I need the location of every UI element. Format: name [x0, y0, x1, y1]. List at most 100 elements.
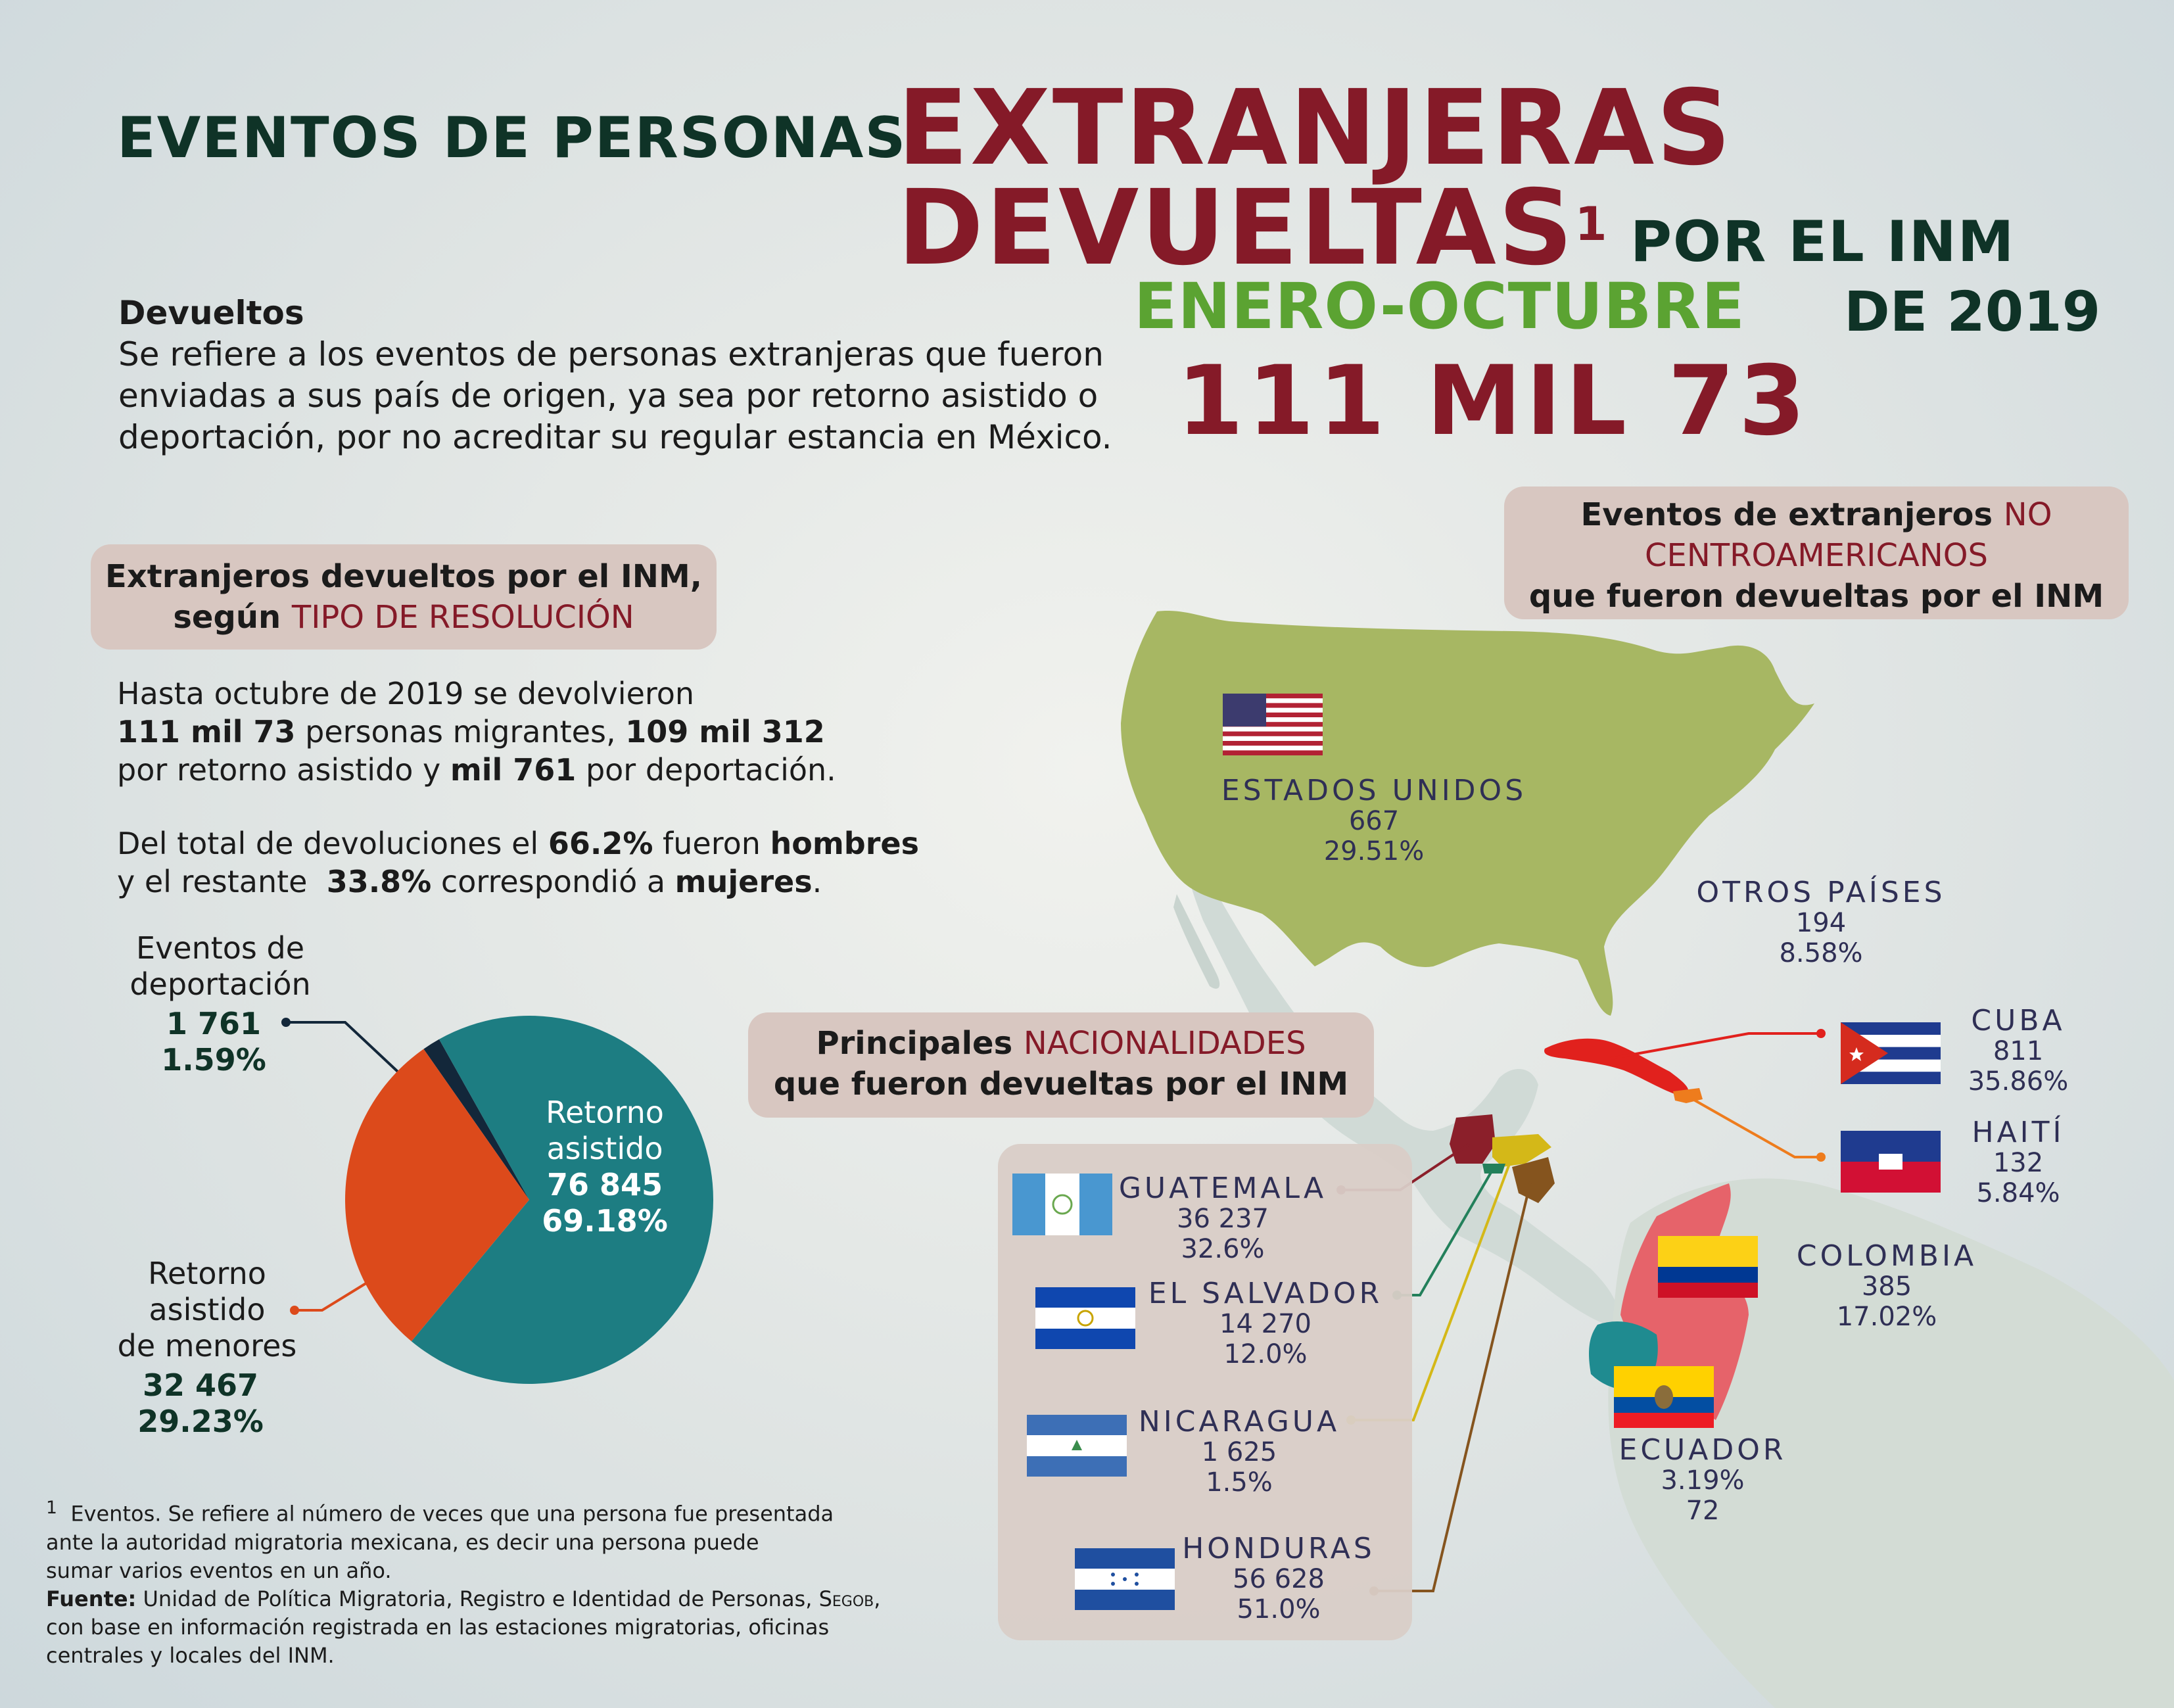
nicaragua-value: 1 625 — [1201, 1437, 1277, 1467]
pill2-line1: Eventos de extranjeros NO — [1504, 494, 2129, 535]
pie-slices — [344, 1016, 713, 1384]
total-number: 111 MIL 73 — [1177, 345, 1810, 457]
country-colombia: COLOMBIA 385 17.02% — [1762, 1241, 2012, 1333]
usa-name: ESTADOS UNIDOS — [1221, 774, 1527, 807]
honduras-map — [1492, 1134, 1551, 1167]
cuba-flag-icon — [1841, 1022, 1941, 1084]
nicaragua-map — [1512, 1157, 1555, 1203]
country-ecuador: ECUADOR 3.19% 72 — [1604, 1433, 1801, 1527]
pill1-inm: INM, — [620, 558, 702, 595]
guatemala-name: GUATEMALA — [1118, 1172, 1327, 1205]
ecuador-percent: 3.19% — [1661, 1465, 1745, 1496]
haiti-leader-dot — [1816, 1152, 1826, 1162]
summary-deport: mil 761 — [450, 752, 577, 788]
resolution-pie-chart — [344, 1016, 713, 1384]
guatemala-value: 36 237 — [1177, 1204, 1269, 1234]
usa-percent: 29.51% — [1323, 836, 1425, 866]
guatemala-percent: 32.6% — [1181, 1234, 1265, 1264]
summary-total: 111 mil 73 — [117, 714, 296, 749]
summary-p1c1: por retorno asistido y — [117, 752, 450, 788]
pie-slice-retorno-asistido — [411, 1016, 713, 1384]
pill2-line2: CENTROAMERICANOS — [1645, 537, 1988, 574]
footnote-l4b: Unidad de Política Migratoria, Registro … — [136, 1586, 819, 1611]
cuba-map — [1544, 1038, 1689, 1097]
el-salvador-map — [1482, 1164, 1505, 1174]
honduras-value: 56 628 — [1233, 1564, 1325, 1594]
usa-flag-icon — [1223, 694, 1323, 755]
honduras-percent: 51.0% — [1237, 1594, 1321, 1625]
country-usa: ESTADOS UNIDOS 667 29.51% — [1203, 774, 1545, 867]
deport-label-l1: Eventos de — [135, 930, 304, 966]
haiti-leader — [1692, 1098, 1821, 1158]
pill1-l2b: TIPO DE RESOLUCIÓN — [291, 599, 634, 636]
menores-leader — [295, 1281, 369, 1312]
footnote-sup: 1 — [46, 1498, 57, 1518]
summary-p1b: 111 mil 73 personas migrantes, 109 mil 3… — [117, 713, 836, 751]
cuba-leader — [1610, 1032, 1821, 1060]
menores-label-l1: Retorno — [148, 1256, 266, 1291]
pill2-l1b: NO — [2003, 496, 2052, 533]
summary-p1b2: personas migrantes, — [295, 714, 626, 749]
footnote-line6: centrales y locales del INM. — [46, 1642, 966, 1670]
pie-slice-eventos-de-deportaci-n — [423, 1039, 529, 1200]
summary-p2b: y el restante 33.8% correspondió a mujer… — [117, 863, 919, 901]
summary-p1c: por retorno asistido y mil 761 por depor… — [117, 751, 836, 789]
ecuador-name: ECUADOR — [1619, 1433, 1787, 1467]
pill2-inm: INM — [2034, 578, 2104, 615]
title-line3-text: DEVUELTAS — [897, 168, 1575, 289]
summary-retorno: 109 mil 312 — [625, 714, 825, 749]
menores-label: Retorno asistido de menores — [99, 1256, 316, 1364]
cuba-leader-dot — [1816, 1029, 1826, 1038]
haiti-percent: 5.84% — [1976, 1178, 2060, 1208]
retorno-label: Retorno asistido 76 845 69.18% — [519, 1095, 690, 1239]
country-nicaragua: NICARAGUA 1 625 1.5% — [1131, 1407, 1348, 1498]
el-salvador-flag-icon — [1035, 1287, 1135, 1349]
deport-percent: 1.59% — [161, 1042, 266, 1078]
summary-p2a3: fueron — [653, 826, 770, 861]
deport-leader — [286, 1021, 399, 1073]
summary-p2b3: correspondió a — [431, 864, 675, 899]
pill3-line1: Principales NACIONALIDADES — [748, 1023, 1374, 1064]
period-highlight: ENERO-OCTUBRE — [1134, 270, 1745, 343]
colombia-percent: 17.02% — [1836, 1302, 1937, 1332]
country-honduras: HONDURAS 56 628 51.0% — [1170, 1534, 1387, 1625]
footnote-source-label: Fuente: — [46, 1586, 137, 1611]
footnote-line1: 1 Eventos. Se refiere al número de veces… — [46, 1494, 966, 1529]
cuba-percent: 35.86% — [1968, 1066, 2069, 1097]
title-line1: EVENTOS DE PERSONAS — [117, 105, 907, 171]
footnote-line4: Fuente: Unidad de Política Migratoria, R… — [46, 1585, 966, 1613]
deport-values: 1 761 1.59% — [151, 1006, 276, 1078]
summary-men: hombres — [770, 826, 919, 861]
summary-p2a1: Del total de devoluciones el — [117, 826, 548, 861]
honduras-flag-icon — [1075, 1548, 1175, 1610]
deport-value: 1 761 — [166, 1006, 262, 1041]
retorno-label-l1: Retorno — [546, 1095, 664, 1130]
country-el-salvador: EL SALVADOR 14 270 12.0% — [1141, 1279, 1390, 1370]
honduras-name: HONDURAS — [1182, 1532, 1375, 1565]
guatemala-map — [1450, 1114, 1496, 1164]
retorno-value: 76 845 — [546, 1167, 663, 1202]
nicaragua-flag-icon — [1027, 1415, 1127, 1477]
pill3-inm: INM — [1279, 1066, 1349, 1103]
usa-value: 667 — [1348, 806, 1400, 836]
menores-values: 32 467 29.23% — [131, 1367, 270, 1440]
pill1-l2a: según — [173, 599, 292, 636]
pill3-l1a: Principales — [816, 1025, 1024, 1062]
summary-men-pct: 66.2% — [548, 826, 653, 861]
footnote-marker: 1 — [1574, 197, 1609, 251]
mexico-land — [1183, 842, 1619, 1328]
country-haiti: HAITÍ 132 5.84% — [1956, 1118, 2081, 1209]
pill1-line1: Extranjeros devueltos por el INM, — [91, 556, 717, 597]
pill3-l2a: que fueron devueltas por el — [773, 1066, 1279, 1103]
nicaragua-percent: 1.5% — [1206, 1467, 1273, 1498]
otros-value: 194 — [1795, 908, 1847, 938]
cuba-value: 811 — [1993, 1036, 2044, 1066]
haiti-flag-icon — [1841, 1131, 1941, 1193]
otros-name: OTROS PAÍSES — [1696, 876, 1946, 909]
colombia-flag-icon — [1658, 1236, 1758, 1298]
period-year: DE 2019 — [1844, 279, 2101, 344]
ecuador-flag-icon — [1614, 1366, 1714, 1428]
summary-p2b5: . — [812, 864, 822, 899]
colombia-value: 385 — [1861, 1271, 1912, 1302]
el-salvador-value: 14 270 — [1219, 1309, 1311, 1339]
